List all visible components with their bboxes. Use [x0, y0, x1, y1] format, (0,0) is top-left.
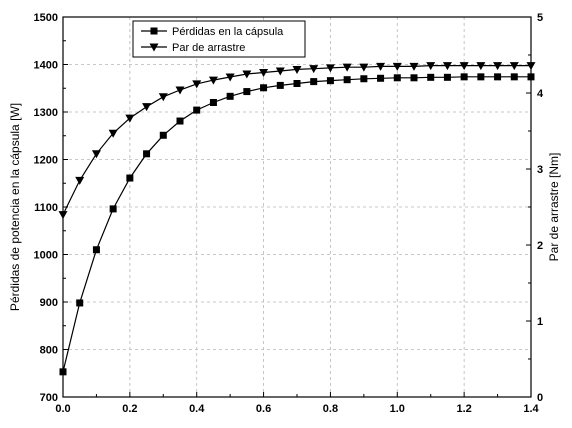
data-point-par	[259, 68, 269, 77]
series-line-perdidas	[62, 76, 531, 372]
data-point-perdidas	[310, 78, 318, 86]
y-left-tick-label: 700	[40, 392, 58, 404]
data-point-perdidas	[226, 92, 234, 100]
series-line-par	[62, 64, 531, 215]
data-point-perdidas	[209, 99, 217, 106]
y-left-tick-label: 1500	[34, 12, 58, 24]
y-right-tick-label: 3	[537, 164, 543, 176]
data-point-par	[75, 176, 85, 185]
data-point-par	[325, 64, 335, 73]
data-point-par	[309, 65, 319, 74]
data-point-perdidas	[193, 106, 201, 114]
data-point-perdidas	[260, 84, 268, 92]
y-left-tick-label: 900	[40, 297, 58, 309]
data-point-par	[292, 65, 302, 74]
x-tick-label: 1.2	[456, 403, 471, 415]
y-right-tick-label: 0	[537, 392, 543, 404]
x-tick-label: 0.0	[55, 403, 70, 415]
data-point-par	[158, 93, 168, 102]
data-point-perdidas	[477, 73, 485, 81]
data-point-perdidas	[159, 131, 167, 139]
data-point-perdidas	[176, 117, 184, 125]
x-tick-label: 0.4	[189, 403, 205, 415]
x-tick-label: 0.2	[122, 403, 137, 415]
grid	[63, 17, 531, 397]
data-point-par	[493, 62, 503, 71]
data-point-perdidas	[276, 81, 284, 89]
x-tick-label: 1.0	[390, 403, 405, 415]
data-point-perdidas	[427, 73, 435, 81]
data-point-par	[459, 62, 469, 71]
data-point-par	[125, 114, 135, 123]
data-point-perdidas	[126, 174, 134, 182]
data-point-par	[225, 73, 235, 82]
data-point-par	[142, 103, 152, 112]
data-point-perdidas	[326, 77, 334, 85]
data-point-perdidas	[343, 76, 351, 84]
x-tick-label: 0.6	[256, 403, 271, 415]
data-point-perdidas	[377, 74, 385, 82]
data-point-par	[426, 62, 436, 71]
ticks: 0.0 0.2 0.4 0.6 0.8 1.0 1.2 1.4 700 800 900 1000 110…	[34, 12, 544, 415]
legend: Pérdidas en la cápsula Par de arrastre	[132, 20, 306, 58]
data-point-par	[342, 63, 352, 72]
legend-box	[132, 20, 306, 58]
data-point-perdidas	[393, 74, 401, 82]
data-point-perdidas	[76, 299, 84, 307]
data-point-perdidas	[293, 80, 301, 87]
y-left-tick-label: 1200	[34, 155, 58, 167]
data-point-perdidas	[510, 73, 518, 81]
y-left-tick-label: 1400	[34, 60, 58, 72]
data-point-par	[509, 62, 519, 71]
data-point-par	[359, 63, 369, 72]
legend-label-par: Par de arrastre	[172, 42, 245, 54]
data-point-perdidas	[460, 73, 468, 81]
legend-marker-triangle	[149, 43, 159, 52]
data-point-par	[442, 62, 452, 71]
y-left-tick-label: 1000	[34, 250, 58, 262]
y-left-tick-label: 800	[40, 345, 58, 357]
data-point-par	[242, 70, 252, 79]
data-point-par	[91, 150, 101, 159]
data-point-perdidas	[109, 205, 117, 213]
data-point-par	[108, 129, 118, 138]
data-point-perdidas	[410, 74, 418, 82]
data-point-perdidas	[92, 246, 100, 254]
y-axis-right-title: Par de arrastre [Nm]	[547, 153, 561, 262]
data-point-par	[275, 67, 285, 76]
x-tick-label: 0.8	[323, 403, 338, 415]
data-point-par	[192, 80, 202, 89]
data-point-par	[409, 62, 419, 71]
data-point-perdidas	[443, 73, 451, 81]
y-axis-left-title: Pérdidas de potencia en la cápsula [W]	[8, 103, 22, 311]
data-point-perdidas	[360, 75, 368, 83]
data-point-par	[208, 76, 218, 85]
y-left-tick-label: 1300	[34, 107, 58, 119]
data-point-par	[476, 62, 486, 71]
y-right-tick-label: 2	[537, 240, 543, 252]
data-point-perdidas	[243, 88, 251, 96]
y-right-tick-label: 4	[537, 88, 544, 100]
legend-marker-square	[150, 27, 158, 35]
data-point-par	[392, 62, 402, 71]
y-left-tick-label: 1100	[34, 202, 58, 214]
y-right-tick-label: 5	[537, 12, 543, 24]
data-point-par	[175, 86, 185, 95]
data-point-perdidas	[494, 73, 502, 81]
x-tick-label: 1.4	[523, 403, 539, 415]
data-point-perdidas	[143, 150, 151, 158]
y-right-tick-label: 1	[537, 316, 543, 328]
legend-label-perdidas: Pérdidas en la cápsula	[172, 26, 284, 38]
data-point-par	[376, 62, 386, 71]
